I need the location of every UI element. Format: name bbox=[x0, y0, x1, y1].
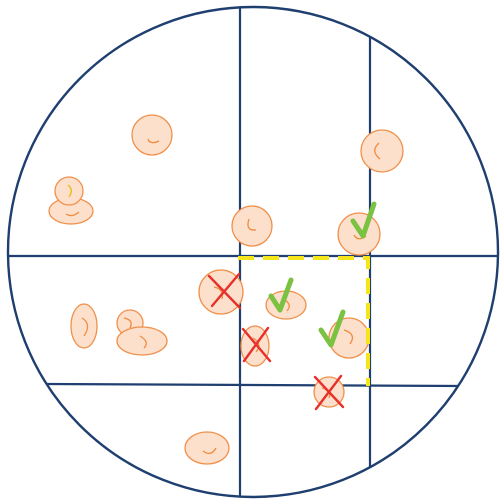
cell bbox=[360, 129, 404, 173]
cell bbox=[231, 205, 273, 247]
cell bbox=[116, 326, 168, 356]
cross-icon bbox=[241, 326, 272, 363]
check-icon bbox=[268, 277, 294, 313]
cell bbox=[131, 114, 173, 156]
cross-icon bbox=[207, 272, 242, 310]
check-icon bbox=[318, 309, 346, 348]
check-icon bbox=[350, 201, 377, 239]
grid-line-horizontal bbox=[44, 382, 467, 388]
cross-icon bbox=[313, 374, 345, 411]
marks-layer bbox=[207, 201, 377, 411]
counting-square-outline bbox=[238, 256, 370, 386]
microscope-field-circle bbox=[6, 5, 500, 499]
cell bbox=[70, 303, 98, 349]
cell bbox=[184, 431, 230, 465]
cell bbox=[54, 176, 84, 206]
